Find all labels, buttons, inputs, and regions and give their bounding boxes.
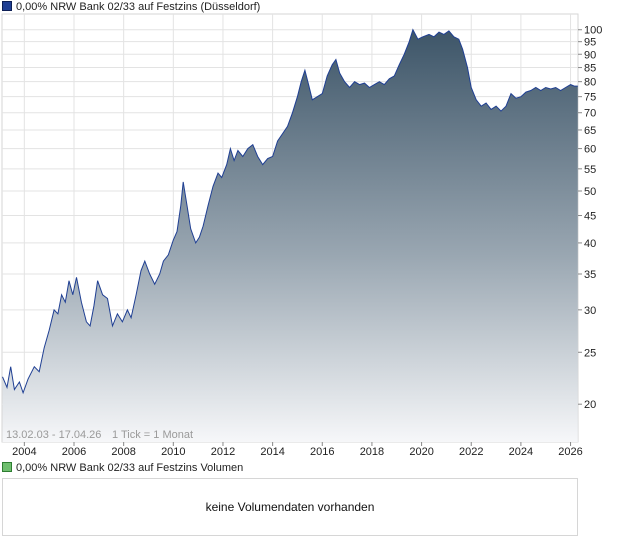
x-tick-label: 2026 [558, 446, 582, 458]
y-tick-label: 85 [584, 63, 596, 75]
price-legend-swatch [2, 1, 12, 12]
y-tick-label: 65 [584, 125, 596, 137]
x-tick-label: 2024 [509, 446, 533, 458]
volume-legend-swatch [2, 462, 12, 473]
x-axis: 2004 2006 2008 2010 2012 2014 2016 2018 2020 2022… [12, 442, 583, 458]
no-volume-message: keine Volumendaten vorhanden [205, 500, 375, 514]
volume-legend-label: 0,00% NRW Bank 02/33 auf Festzins Volume… [16, 462, 244, 474]
x-tick-label: 2004 [12, 446, 36, 458]
x-tick-label: 2006 [62, 446, 86, 458]
x-tick-label: 2020 [409, 446, 433, 458]
price-series-line [2, 28, 578, 395]
volume-panel: keine Volumendaten vorhanden [2, 478, 578, 536]
price-legend-label: 0,00% NRW Bank 02/33 auf Festzins (Düsse… [16, 1, 261, 13]
y-tick-label: 25 [584, 347, 596, 359]
volume-legend: 0,00% NRW Bank 02/33 auf Festzins Volume… [2, 461, 243, 475]
x-tick-label: 2008 [111, 446, 135, 458]
x-tick-label: 2018 [360, 446, 384, 458]
x-tick-label: 2010 [161, 446, 185, 458]
tick-interval-text: 1 Tick = 1 Monat [112, 429, 193, 441]
y-tick-label: 45 [584, 211, 596, 223]
y-tick-label: 90 [584, 49, 596, 61]
date-range-text: 13.02.03 - 17.04.26 [6, 429, 101, 441]
x-tick-label: 2022 [459, 446, 483, 458]
y-tick-label: 70 [584, 108, 596, 120]
y-tick-label: 30 [584, 305, 596, 317]
y-tick-label: 50 [584, 186, 596, 198]
price-area-fill [2, 29, 578, 442]
y-tick-label: 80 [584, 77, 596, 89]
y-tick-label: 75 [584, 92, 596, 104]
x-tick-label: 2014 [260, 446, 284, 458]
price-legend: 0,00% NRW Bank 02/33 auf Festzins (Düsse… [2, 0, 260, 14]
y-tick-label: 20 [584, 399, 596, 411]
y-tick-label: 40 [584, 238, 596, 250]
y-tick-label: 95 [584, 37, 596, 49]
price-area [2, 28, 578, 442]
y-tick-label: 35 [584, 269, 596, 281]
x-tick-label: 2016 [310, 446, 334, 458]
y-tick-label: 100 [584, 25, 602, 37]
x-tick-label: 2012 [211, 446, 235, 458]
y-tick-label: 60 [584, 144, 596, 156]
y-tick-label: 55 [584, 164, 596, 176]
